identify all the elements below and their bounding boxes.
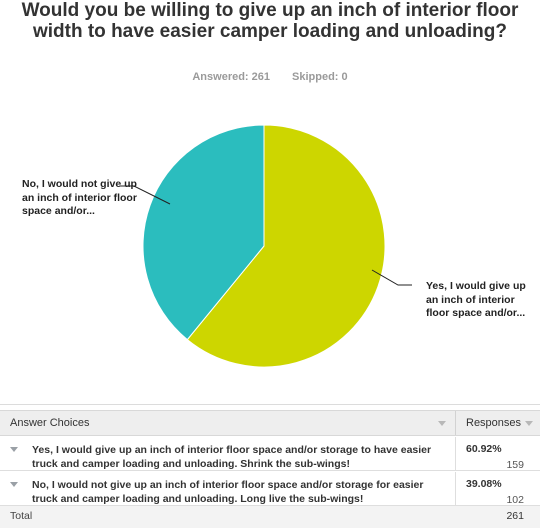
- leader-line-yes: [371, 269, 412, 286]
- response-percent: 39.08%: [466, 478, 502, 490]
- table-header: Answer Choices Responses: [0, 410, 540, 436]
- response-stats: Answered: 261 Skipped: 0: [0, 71, 540, 83]
- answer-choice-text: Yes, I would give up an inch of interior…: [32, 444, 432, 470]
- answered-count: Answered: 261: [192, 71, 271, 83]
- table-row: No, I would not give up an inch of inter…: [0, 472, 540, 506]
- expand-arrow-icon[interactable]: [10, 482, 18, 487]
- slice-label-no: No, I would not give up an inch of inter…: [22, 178, 137, 217]
- pie-chart: [120, 124, 412, 368]
- leader-line-no: [120, 185, 171, 205]
- chart-title: Would you be willing to give up an inch …: [21, 0, 519, 42]
- header-responses[interactable]: Responses: [466, 417, 522, 429]
- answer-table: Answer Choices Responses Yes, I would gi…: [0, 404, 540, 528]
- total-label: Total: [10, 510, 33, 522]
- pie-slice-no[interactable]: [142, 124, 265, 341]
- response-count: 159: [506, 459, 524, 471]
- column-divider: [455, 437, 456, 471]
- table-row: Yes, I would give up an inch of interior…: [0, 437, 540, 471]
- response-count: 102: [506, 494, 524, 506]
- chevron-down-icon[interactable]: [438, 421, 446, 426]
- total-row: Total 261: [0, 506, 540, 528]
- column-divider: [455, 472, 456, 506]
- response-percent: 60.92%: [466, 443, 502, 455]
- slice-label-yes: Yes, I would give up an inch of interior…: [426, 280, 526, 319]
- expand-arrow-icon[interactable]: [10, 447, 18, 452]
- skipped-count: Skipped: 0: [292, 71, 348, 83]
- header-divider: [455, 411, 456, 435]
- header-answer-choices[interactable]: Answer Choices: [10, 417, 90, 429]
- chevron-down-icon[interactable]: [525, 421, 533, 426]
- pie-slice-yes[interactable]: [186, 124, 386, 368]
- answer-choice-text: No, I would not give up an inch of inter…: [32, 479, 424, 505]
- total-value: 261: [506, 510, 524, 522]
